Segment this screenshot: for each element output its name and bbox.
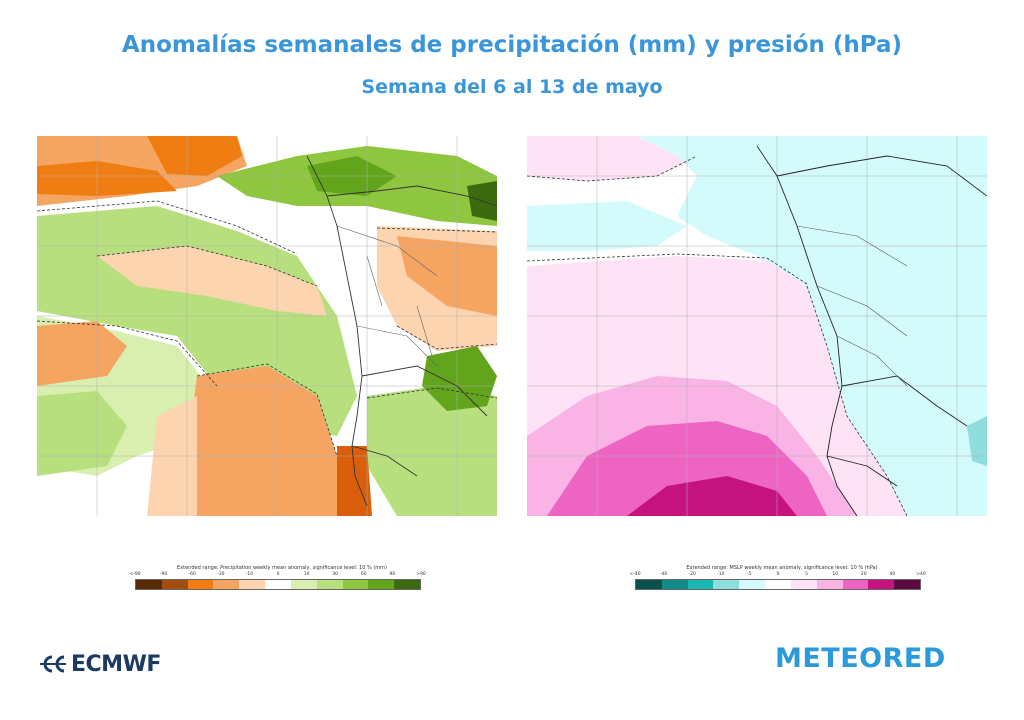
ecmwf-logo-text: ECMWF xyxy=(71,651,161,677)
precipitation-colorbar-swatches xyxy=(135,579,421,590)
pressure-colorbar-swatch xyxy=(894,580,920,589)
precipitation-colorbar-swatch xyxy=(161,580,188,589)
pressure-negative-patch-east xyxy=(967,416,987,466)
pressure-significance-contours xyxy=(527,155,908,516)
pressure-anomaly-map xyxy=(527,136,987,516)
pressure-colorbar-tick-label: 10 xyxy=(832,572,839,577)
precipitation-colorbar-swatch xyxy=(187,580,214,589)
precipitation-colorbar-tick-label: 90 xyxy=(389,572,396,577)
pressure-colorbar-swatch xyxy=(790,580,817,589)
precipitation-colorbar-swatch xyxy=(290,580,317,589)
pressure-colorbar-swatch xyxy=(713,580,740,589)
pressure-positive-region-northwest xyxy=(527,136,697,181)
pressure-colorbar-swatch xyxy=(687,580,714,589)
precipitation-colorbar-tick-label: >90 xyxy=(416,572,426,577)
pressure-colorbar-title: Extended range: MSLP weekly mean anomaly… xyxy=(686,565,878,571)
pressure-map-svg xyxy=(527,136,987,516)
pressure-colorbar-swatch xyxy=(816,580,843,589)
pressure-negative-region-west xyxy=(527,201,687,251)
precip-wet-patch-southwest xyxy=(37,391,127,476)
precipitation-colorbar-tick-label: 0 xyxy=(276,572,280,577)
precipitation-colorbar-tick-label: -30 xyxy=(217,572,225,577)
precipitation-colorbar-swatch xyxy=(239,580,266,589)
pressure-colorbar-tick-label: >40 xyxy=(916,572,926,577)
precipitation-colorbar-swatch xyxy=(136,580,162,589)
meteored-logo: METEORED xyxy=(775,643,946,674)
precipitation-colorbar-tick-label: -60 xyxy=(188,572,196,577)
pressure-colorbar-tick-label: 0 xyxy=(776,572,780,577)
precipitation-colorbar-swatch xyxy=(368,580,395,589)
pressure-colorbar-swatch xyxy=(661,580,688,589)
precip-dry-region-top-strip xyxy=(147,136,242,176)
precipitation-colorbar: Extended range: Precipitation weekly mea… xyxy=(129,565,432,600)
precipitation-colorbar-swatch xyxy=(394,580,420,589)
precipitation-colorbar-title: Extended range: Precipitation weekly mea… xyxy=(177,565,387,571)
pressure-colorbar-swatch xyxy=(868,580,895,589)
pressure-colorbar-tick-label: -5 xyxy=(747,572,752,577)
pressure-colorbar-swatch xyxy=(739,580,766,589)
precip-dry-region-west-coast xyxy=(37,321,127,386)
pressure-colorbar-ticks: <-40 -40 -20 -10 -5 0 5 10 20 40 >40 xyxy=(629,572,932,579)
precipitation-anomaly-map xyxy=(37,136,497,516)
pressure-colorbar-swatch xyxy=(842,580,869,589)
precipitation-colorbar-swatch xyxy=(265,580,291,589)
precipitation-colorbar-tick-label: 60 xyxy=(360,572,367,577)
pressure-colorbar-swatches xyxy=(635,579,921,590)
precip-dry-strong-northwest xyxy=(37,161,177,196)
pressure-colorbar-tick-label: 20 xyxy=(860,572,867,577)
pressure-map-grid xyxy=(527,136,987,516)
precipitation-map-svg xyxy=(37,136,497,516)
precip-coastline xyxy=(306,155,497,507)
pressure-coastline xyxy=(756,145,987,516)
precipitation-colorbar-swatch xyxy=(316,580,343,589)
precip-dry-patagonia xyxy=(337,446,372,516)
precip-map-grid xyxy=(37,136,497,516)
pressure-colorbar-tick-label: -10 xyxy=(717,572,725,577)
pressure-colorbar-tick-label: <-40 xyxy=(629,572,641,577)
precipitation-colorbar-swatch xyxy=(213,580,240,589)
precip-borders xyxy=(336,225,438,367)
pressure-colorbar-tick-label: 40 xyxy=(889,572,896,577)
precipitation-colorbar-tick-label: -90 xyxy=(159,572,168,577)
page-subtitle: Semana del 6 al 13 de mayo xyxy=(361,76,663,98)
pressure-colorbar: Extended range: MSLP weekly mean anomaly… xyxy=(629,565,932,600)
pressure-colorbar-tick-label: 5 xyxy=(805,572,809,577)
precip-dry-region-southwest xyxy=(177,366,357,516)
precipitation-colorbar-tick-label: -10 xyxy=(245,572,254,577)
precipitation-colorbar-ticks: <-90 -90 -60 -30 -10 0 10 30 60 90 >90 xyxy=(129,572,432,579)
pressure-borders xyxy=(796,225,908,387)
pressure-colorbar-swatch xyxy=(765,580,791,589)
precip-wet-region-southeast xyxy=(367,386,497,516)
precip-significance-contours xyxy=(37,200,497,457)
precipitation-colorbar-tick-label: 30 xyxy=(332,572,339,577)
page-title: Anomalías semanales de precipitación (mm… xyxy=(121,32,903,58)
precipitation-colorbar-tick-label: <-90 xyxy=(129,572,141,577)
pressure-colorbar-tick-label: -20 xyxy=(688,572,696,577)
pressure-positive-extreme xyxy=(627,476,797,516)
ecmwf-logo-icon xyxy=(40,655,66,673)
ecmwf-logo: ECMWF xyxy=(38,650,161,678)
precipitation-colorbar-tick-label: 10 xyxy=(303,572,310,577)
pressure-colorbar-swatch xyxy=(636,580,662,589)
precipitation-colorbar-swatch xyxy=(342,580,369,589)
precip-dry-band-middle xyxy=(97,246,327,316)
precip-dry-region-east-strong xyxy=(397,236,497,316)
pressure-colorbar-tick-label: -40 xyxy=(659,572,668,577)
